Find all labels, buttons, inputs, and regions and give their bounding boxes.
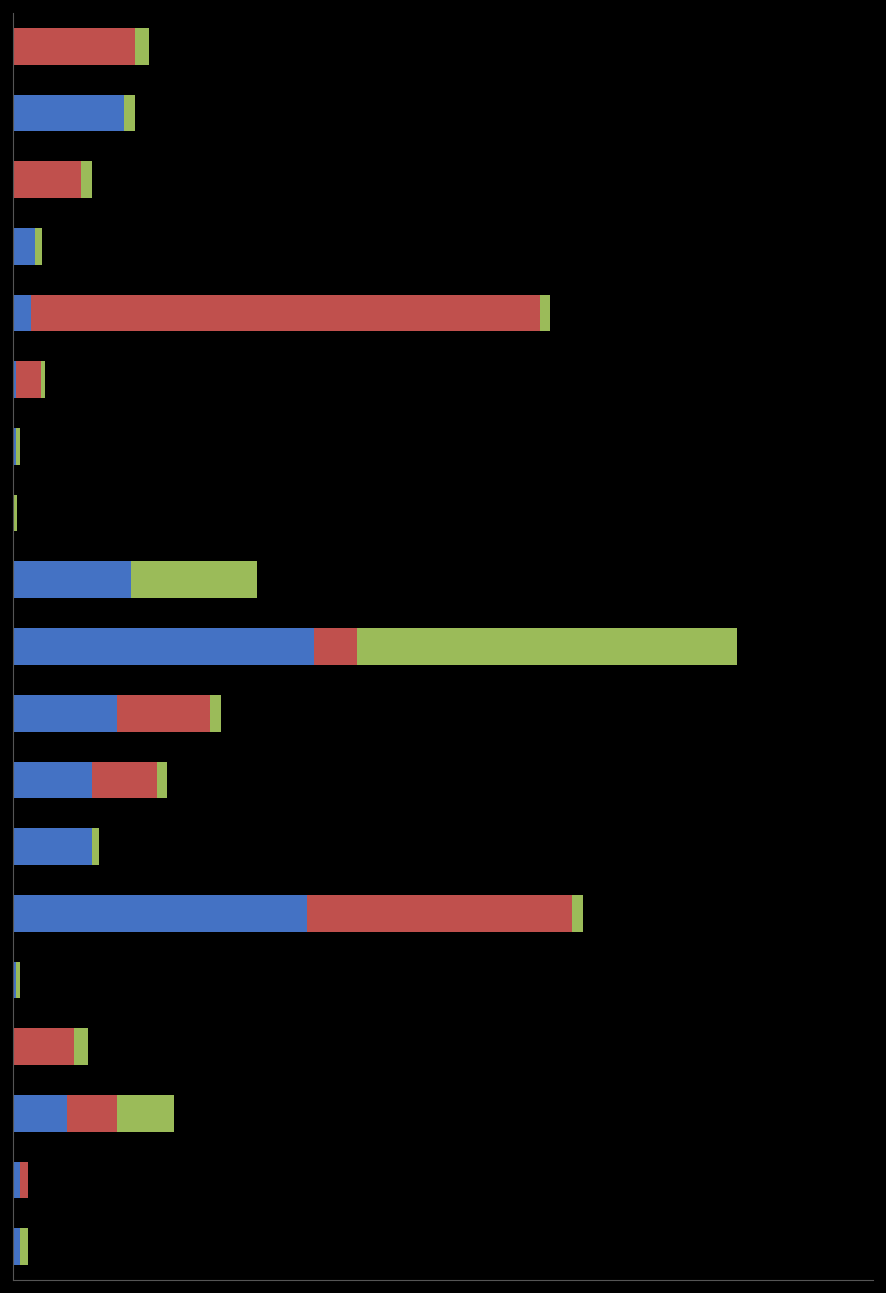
Bar [67,1095,117,1131]
Bar [135,28,150,65]
Bar [13,1161,20,1199]
Bar [13,228,35,265]
Bar [13,628,315,665]
Bar [13,962,16,998]
Bar [16,962,19,998]
Bar [35,228,42,265]
Bar [13,829,92,865]
Bar [42,362,45,398]
Bar [13,1095,67,1131]
Bar [20,1161,27,1199]
Bar [13,428,16,464]
Bar [13,162,82,198]
Bar [13,495,17,531]
Bar [13,295,31,331]
Bar [117,694,210,732]
Bar [31,295,540,331]
Bar [16,362,42,398]
Bar [124,94,135,132]
Bar [20,1228,27,1265]
Bar [92,829,99,865]
Bar [74,1028,89,1065]
Bar [131,561,257,599]
Bar [13,94,124,132]
Bar [117,1095,175,1131]
Bar [13,694,117,732]
Bar [82,162,92,198]
Bar [92,762,157,798]
Bar [13,28,135,65]
Bar [13,895,307,932]
Bar [540,295,550,331]
Bar [572,895,583,932]
Bar [357,628,736,665]
Bar [13,762,92,798]
Bar [210,694,221,732]
Bar [13,362,16,398]
Bar [13,1028,74,1065]
Bar [315,628,357,665]
Bar [307,895,572,932]
Bar [13,1228,20,1265]
Bar [13,561,131,599]
Bar [16,428,19,464]
Bar [157,762,167,798]
